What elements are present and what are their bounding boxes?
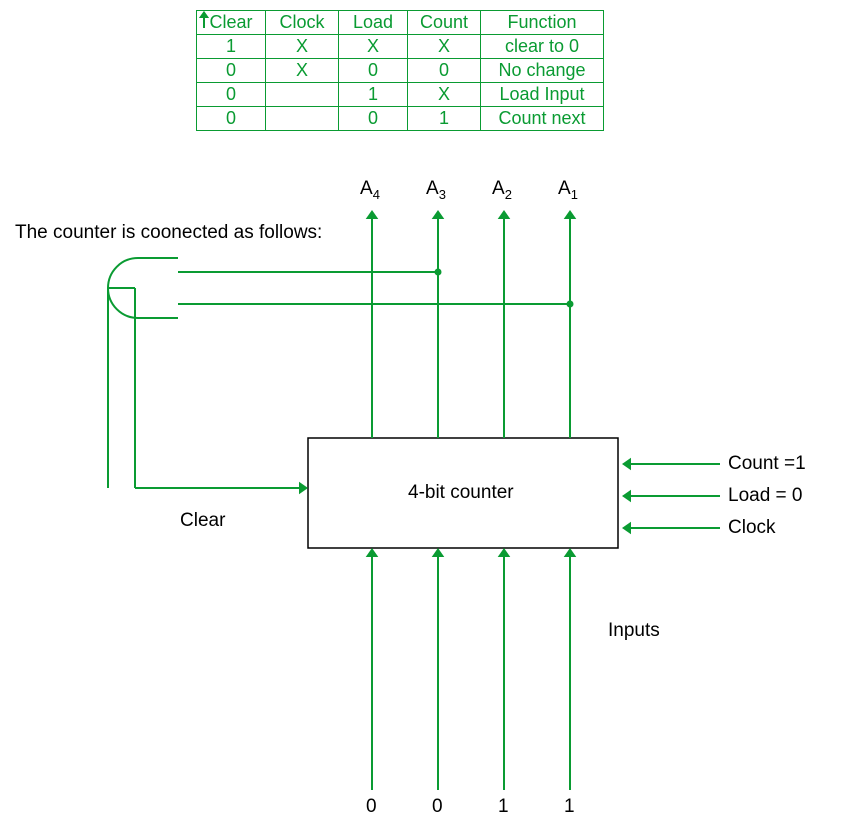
input-bit-label: 0 — [366, 796, 377, 818]
input-bit-label: 0 — [432, 796, 443, 818]
output-label: A3 — [426, 178, 446, 202]
output-label: A2 — [492, 178, 512, 202]
right-signal-label: Count =1 — [728, 453, 806, 475]
clear-label: Clear — [180, 510, 225, 532]
output-label: A1 — [558, 178, 578, 202]
inputs-caption: Inputs — [608, 620, 660, 642]
input-bit-label: 1 — [498, 796, 509, 818]
counter-box-label: 4-bit counter — [408, 482, 514, 504]
right-signal-label: Load = 0 — [728, 485, 803, 507]
output-label: A4 — [360, 178, 380, 202]
counter-diagram — [0, 0, 841, 818]
right-signal-label: Clock — [728, 517, 776, 539]
input-bit-label: 1 — [564, 796, 575, 818]
